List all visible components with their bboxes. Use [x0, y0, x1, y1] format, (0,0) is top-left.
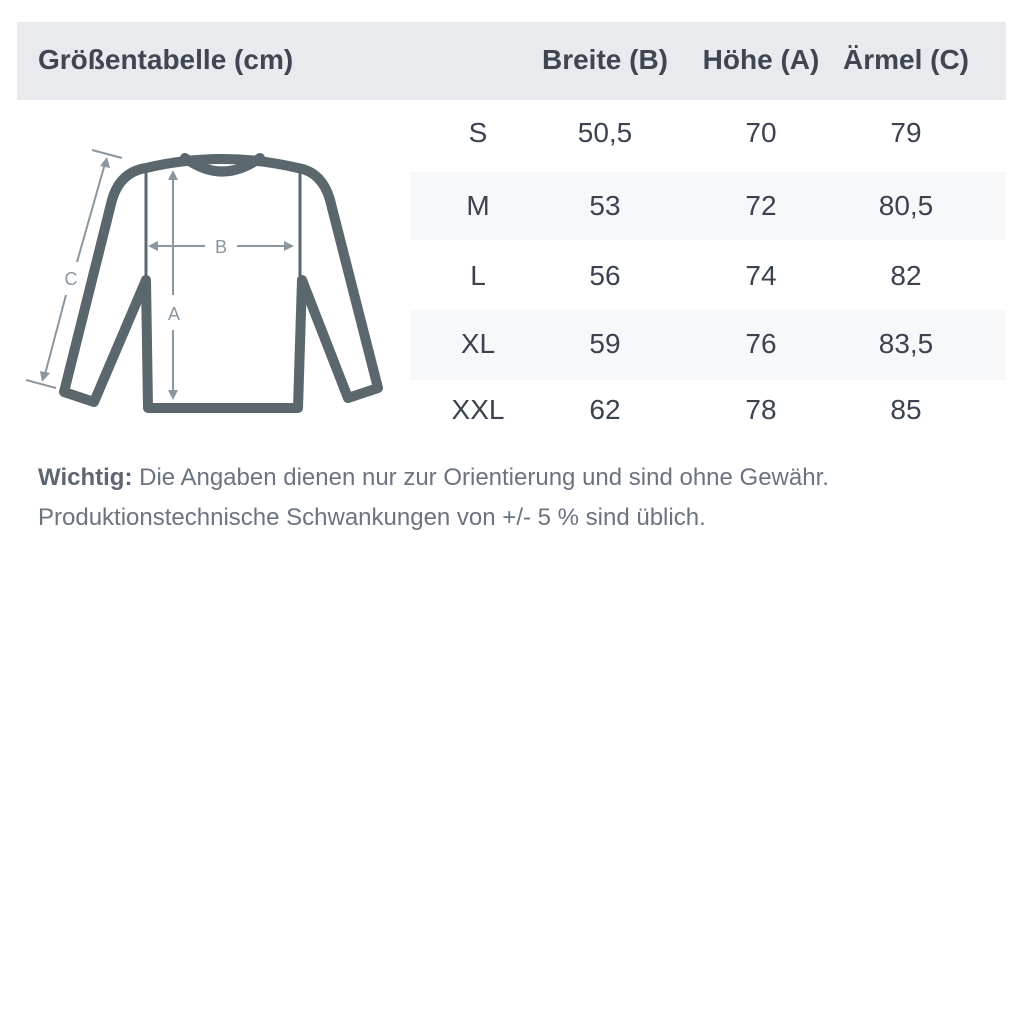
- measure-c-tick-top: [91, 149, 123, 159]
- note-label: Wichtig:: [38, 464, 133, 491]
- cell-hoehe: 72: [745, 190, 777, 221]
- cell-breite: 62: [589, 394, 621, 425]
- note-line-1: Wichtig: Die Angaben dienen nur zur Orie…: [38, 464, 829, 492]
- note-text-2: Produktionstechnische Schwankungen von +…: [38, 504, 706, 531]
- cell-aermel: 83,5: [878, 328, 934, 359]
- cell-hoehe: 78: [745, 394, 777, 425]
- cell-hoehe: 76: [745, 328, 777, 359]
- cell-size: XXL: [451, 394, 505, 425]
- cell-breite: 56: [589, 260, 621, 291]
- table-header-band: [17, 22, 1006, 100]
- column-header-aermel: Ärmel (C): [842, 44, 970, 75]
- row-stripe: [410, 310, 1006, 380]
- measure-c-line: [76, 159, 107, 263]
- cell-aermel: 82: [890, 260, 922, 291]
- measure-c-tick-bottom: [25, 379, 57, 389]
- column-header-hoehe: Höhe (A): [702, 44, 820, 75]
- note-text-1: Die Angaben dienen nur zur Orientierung …: [139, 464, 829, 491]
- column-header-breite: Breite (B): [541, 44, 669, 75]
- sweater-measurement-icon: B A C: [25, 149, 383, 413]
- cell-aermel: 85: [890, 394, 922, 425]
- label-a: A: [168, 304, 180, 324]
- cell-hoehe: 70: [745, 117, 777, 148]
- row-stripe: [410, 172, 1006, 240]
- cell-aermel: 79: [890, 117, 922, 148]
- cell-size: XL: [460, 328, 496, 359]
- sweater-outline: [59, 154, 383, 413]
- page-title: Größentabelle (cm): [38, 44, 294, 75]
- cell-size: S: [468, 117, 488, 148]
- cell-size: L: [470, 260, 486, 291]
- cell-breite: 50,5: [577, 117, 633, 148]
- label-c: C: [65, 269, 78, 289]
- cell-hoehe: 74: [745, 260, 777, 291]
- sweater-collar: [180, 153, 265, 177]
- label-b: B: [215, 237, 227, 257]
- cell-breite: 53: [589, 190, 621, 221]
- cell-breite: 59: [589, 328, 621, 359]
- cell-size: M: [466, 190, 490, 221]
- cell-aermel: 80,5: [878, 190, 934, 221]
